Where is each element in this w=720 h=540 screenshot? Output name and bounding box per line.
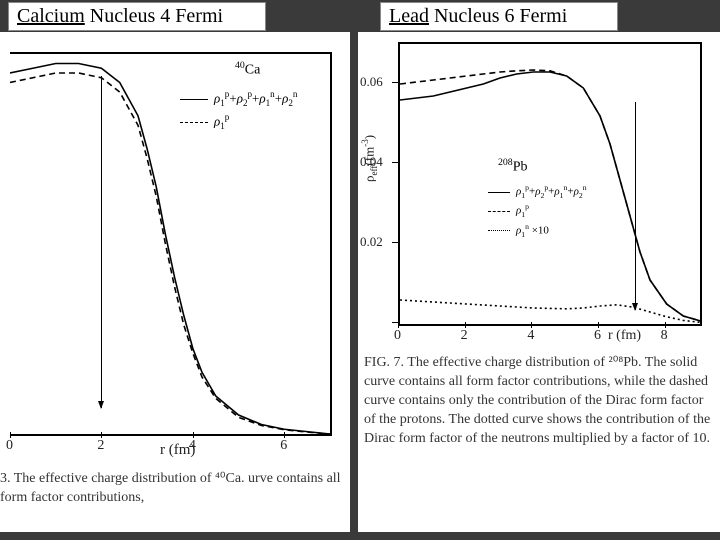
- title-calcium: Calcium Nucleus 4 Fermi: [8, 2, 266, 31]
- title-lead: Lead Nucleus 6 Fermi: [380, 2, 618, 31]
- calcium-panel: 40Ca ρ1p+ρ2p+ρ1n+ρ2n ρ1p r (fm) 0246 3. …: [0, 32, 350, 532]
- lead-legend: ρ1p+ρ2p+ρ1n+ρ2n ρ1p ρ1n ×10: [488, 182, 587, 240]
- lead-xlabel: r (fm): [608, 328, 641, 344]
- legend-dotted-pb: ρ1n ×10: [488, 221, 587, 240]
- title-calcium-rest: Nucleus 4 Fermi: [85, 5, 223, 27]
- calcium-caption: 3. The effective charge distribution of …: [0, 470, 348, 508]
- calcium-arrow: [101, 76, 102, 409]
- lead-isotope-label: 208Pb: [498, 157, 528, 176]
- title-calcium-underlined: Calcium: [17, 5, 85, 27]
- lead-caption: FIG. 7. The effective charge distributio…: [364, 354, 714, 448]
- title-lead-rest: Nucleus 6 Fermi: [429, 5, 567, 27]
- calcium-legend: ρ1p+ρ2p+ρ1n+ρ2n ρ1p: [180, 87, 297, 134]
- legend-solid-pb: ρ1p+ρ2p+ρ1n+ρ2n: [488, 182, 587, 201]
- legend-solid: ρ1p+ρ2p+ρ1n+ρ2n: [180, 87, 297, 110]
- title-lead-underlined: Lead: [389, 5, 429, 27]
- legend-dashed: ρ1p: [180, 110, 297, 133]
- calcium-isotope-label: 40Ca: [235, 60, 260, 79]
- lead-arrow: [635, 102, 636, 310]
- lead-panel: ρeff(fm-3) 208Pb ρ1p+ρ2p+ρ1n+ρ2n ρ1p ρ1n…: [358, 32, 720, 532]
- legend-dashed-pb: ρ1p: [488, 201, 587, 220]
